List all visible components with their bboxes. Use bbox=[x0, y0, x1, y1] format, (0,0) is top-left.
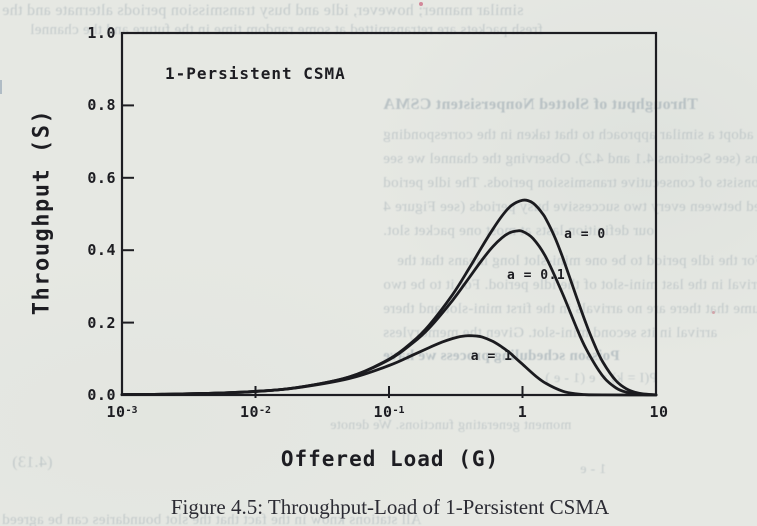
x-tick-exponent: -1 bbox=[392, 405, 405, 416]
x-tick-base: 10 bbox=[373, 403, 393, 421]
x-tick-base: 1 bbox=[517, 403, 528, 421]
curve-label: a = 1 bbox=[470, 349, 513, 365]
figure-caption: Figure 4.5: Throughput-Load of 1-Persist… bbox=[170, 495, 610, 519]
curve-a1 bbox=[120, 334, 658, 397]
x-tick-label: 10-3 bbox=[106, 403, 137, 421]
y-axis-title: Throughput (S) bbox=[29, 108, 55, 316]
y-tick-label: 0.6 bbox=[87, 168, 116, 187]
curve-label: a = 0.1 bbox=[506, 267, 566, 283]
plot-title: 1-Persistent CSMA bbox=[165, 64, 346, 83]
x-tick-base: 10 bbox=[106, 403, 126, 421]
y-tick-label: 0.0 bbox=[87, 386, 116, 404]
y-tick-label: 0.4 bbox=[87, 241, 116, 260]
x-tick-label: 10-2 bbox=[240, 403, 271, 421]
x-tick-label: 10 bbox=[649, 403, 668, 421]
x-axis-title: Offered Load (G) bbox=[280, 447, 500, 471]
curve-label: a = 0 bbox=[564, 227, 606, 243]
x-tick-exponent: -3 bbox=[125, 405, 138, 416]
y-tick-label: 1.0 bbox=[87, 24, 116, 42]
scan-mark-blue bbox=[0, 80, 2, 94]
x-tick-base: 10 bbox=[239, 403, 260, 421]
scan-speck-pink bbox=[419, 2, 423, 6]
y-tick-label: 0.8 bbox=[87, 96, 116, 115]
y-tick-label: 0.2 bbox=[87, 313, 116, 332]
x-tick-base: 10 bbox=[649, 403, 669, 421]
x-tick-label: 10-1 bbox=[373, 403, 404, 421]
x-tick-exponent: -2 bbox=[259, 405, 272, 416]
scan-speck-pink bbox=[712, 311, 715, 314]
x-tick-label: 1 bbox=[518, 403, 528, 421]
